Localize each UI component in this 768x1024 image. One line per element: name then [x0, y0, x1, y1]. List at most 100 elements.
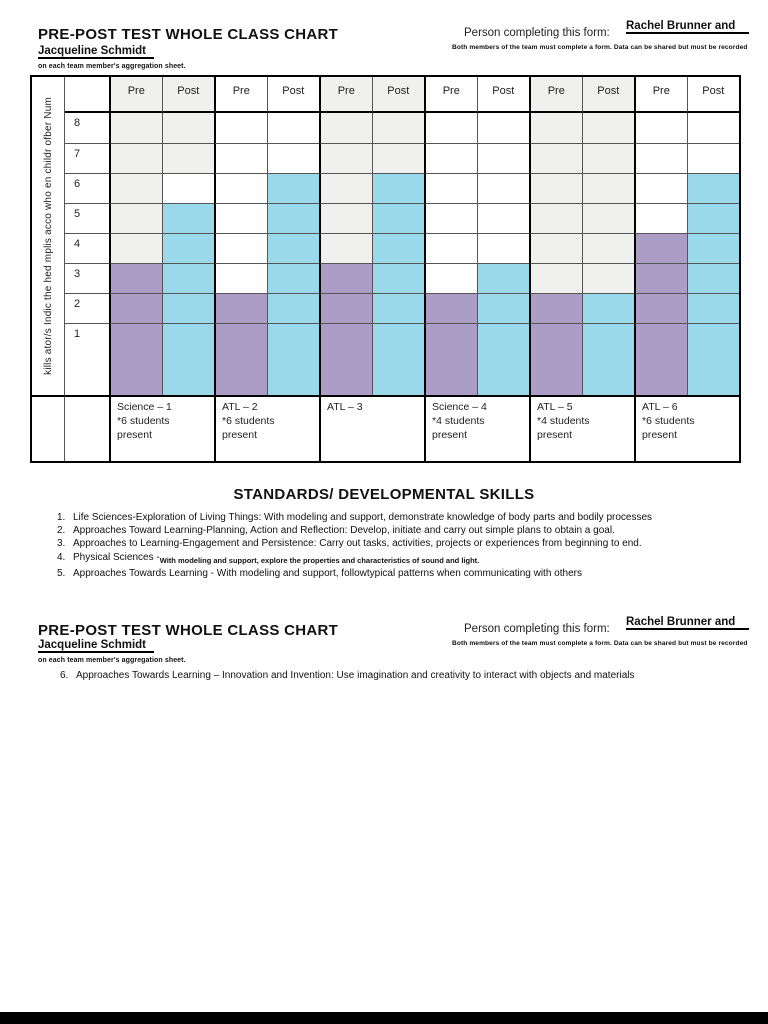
col-header-post: Post [371, 77, 424, 113]
post-bar-cell [161, 263, 214, 293]
pre-bar-cell [109, 323, 162, 395]
grid-cell [266, 143, 319, 173]
standard-item-number: 5. [57, 567, 66, 579]
post-bar-cell [686, 263, 739, 293]
grid-cell [686, 113, 739, 143]
row-number: 2 [65, 293, 109, 323]
members-note: Both members of the team must complete a… [452, 44, 748, 51]
grid-cell [319, 143, 372, 173]
grid-cell [161, 113, 214, 143]
group-label: ATL – 3 [327, 401, 363, 413]
pre-post-chart-table: kills ator/s Indic the hed mplis acco wh… [30, 75, 741, 463]
post-bar-cell [266, 323, 319, 395]
grid-cell [476, 143, 529, 173]
post-bar-cell [476, 323, 529, 395]
group-label: ATL – 2 [222, 401, 258, 413]
pre-bar-cell [319, 293, 372, 323]
grid-cell [319, 173, 372, 203]
grid-cell [214, 233, 267, 263]
standard-item: 6. Approaches Towards Learning – Innovati… [60, 669, 634, 682]
pre-bar-cell [109, 263, 162, 293]
grid-cell [214, 113, 267, 143]
pre-bar-cell [529, 323, 582, 395]
standard-item-number: 4. [57, 551, 66, 563]
summary-number-spacer [65, 395, 109, 461]
grid-cell [424, 143, 477, 173]
pre-bar-cell [319, 323, 372, 395]
row-number: 8 [65, 113, 109, 143]
grid-cell [319, 233, 372, 263]
pre-bar-cell [634, 263, 687, 293]
col-header-pre: Pre [634, 77, 687, 113]
group-note: *4 students present [432, 415, 485, 441]
post-bar-cell [161, 203, 214, 233]
person-name-2: Rachel Brunner and [626, 616, 750, 630]
row-number: 6 [65, 173, 109, 203]
grid-cell [214, 203, 267, 233]
group-label-cell: Science – 4 *4 students present [424, 395, 529, 461]
pre-bar-cell [529, 293, 582, 323]
y-axis-label-text: kills ator/s Indic the hed mplis acco wh… [42, 97, 54, 375]
standard-item-6-list: 6. Approaches Towards Learning – Innovati… [60, 669, 634, 682]
col-header-pre: Pre [319, 77, 372, 113]
standard-item-text: Approaches Towards Learning - With model… [73, 567, 582, 579]
grid-cell [634, 143, 687, 173]
grid-cell [319, 203, 372, 233]
standard-item: 2. Approaches Toward Learning-Planning, A… [57, 524, 652, 537]
grid-cell [529, 173, 582, 203]
grid-cell [581, 173, 634, 203]
standard-item-number: 3. [57, 538, 66, 550]
aggregation-note-2: on each team member's aggregation sheet. [38, 657, 186, 664]
post-bar-cell [266, 263, 319, 293]
post-bar-cell [686, 233, 739, 263]
col-header-post: Post [266, 77, 319, 113]
post-bar-cell [371, 263, 424, 293]
grid-cell [424, 113, 477, 143]
group-label: ATL – 6 [642, 401, 678, 413]
page-bottom-bar [0, 1012, 768, 1024]
grid-cell [161, 143, 214, 173]
grid-cell [581, 113, 634, 143]
grid-cell [581, 203, 634, 233]
standard-item: 1. Life Sciences-Exploration of Living Th… [57, 511, 652, 524]
pre-bar-cell [634, 293, 687, 323]
grid-cell [109, 203, 162, 233]
grid-cell [476, 173, 529, 203]
group-label-cell: ATL – 6 *6 students present [634, 395, 739, 461]
col-header-post: Post [161, 77, 214, 113]
teacher-name-2: Jacqueline Schmidt [38, 639, 155, 653]
pre-bar-cell [424, 323, 477, 395]
grid-cell [529, 143, 582, 173]
standard-item-text: Approaches Towards Learning – Innovation… [76, 670, 635, 681]
post-bar-cell [581, 293, 634, 323]
grid-cell [424, 203, 477, 233]
group-label-cell: ATL – 2 *6 students present [214, 395, 319, 461]
grid-cell [424, 263, 477, 293]
col-header-post: Post [581, 77, 634, 113]
group-note: *6 students present [117, 415, 170, 441]
standard-item: 4. Physical Sciences - With modeling and … [57, 551, 652, 567]
post-bar-cell [266, 203, 319, 233]
col-header-pre: Pre [529, 77, 582, 113]
post-bar-cell [161, 233, 214, 263]
standard-item-text: Physical Sciences - [73, 551, 160, 563]
col-header-pre: Pre [424, 77, 477, 113]
group-label: Science – 1 [117, 401, 172, 413]
grid-cell [371, 113, 424, 143]
summary-left-spacer [32, 395, 65, 461]
grid-cell [634, 113, 687, 143]
row-number: 4 [65, 233, 109, 263]
grid-cell [529, 203, 582, 233]
post-bar-cell [266, 173, 319, 203]
standard-item-text: Approaches Toward Learning-Planning, Act… [73, 525, 615, 537]
post-bar-cell [371, 203, 424, 233]
grid-cell [476, 233, 529, 263]
grid-cell [686, 143, 739, 173]
grid-cell [371, 143, 424, 173]
person-completing-label-2: Person completing this form: [464, 623, 610, 635]
pre-bar-cell [319, 263, 372, 293]
grid-cell [529, 233, 582, 263]
grid-cell [109, 233, 162, 263]
row-number: 1 [65, 323, 109, 395]
pre-bar-cell [634, 323, 687, 395]
